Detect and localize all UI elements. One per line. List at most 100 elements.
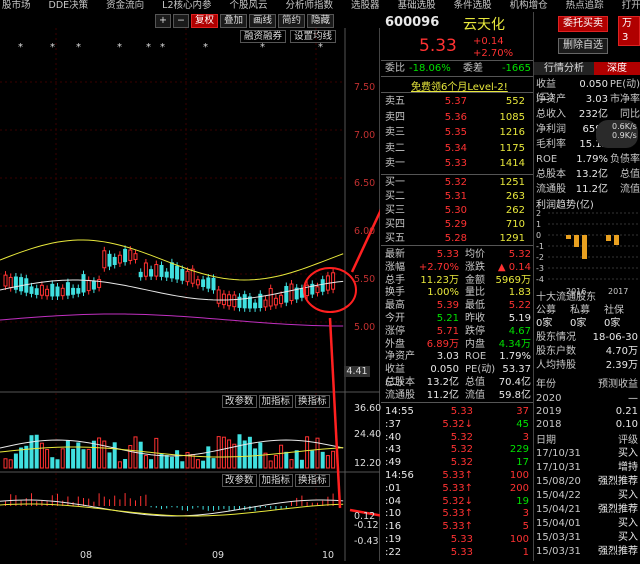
- event-marker-star: *: [318, 42, 323, 53]
- holder-stat-value: 2.39万: [605, 360, 638, 371]
- volume-bar: [143, 455, 148, 469]
- boll-mid-line: [0, 279, 344, 301]
- remove-watchlist-button[interactable]: 删除自选: [558, 38, 608, 54]
- ask-price: 5.35: [444, 127, 467, 138]
- menu-item[interactable]: 条件选股: [453, 0, 492, 11]
- candle-body: [159, 264, 164, 277]
- fundamental-key: 收益(二): [536, 79, 556, 103]
- ask-volume: 1175: [499, 142, 525, 154]
- fundamental-row: 流通股 11.2亿 流值: [536, 183, 640, 196]
- bid-price: 5.29: [444, 219, 467, 230]
- menu-item[interactable]: 热点追踪: [565, 0, 604, 11]
- macd-add-indicator-button[interactable]: 加指标: [258, 474, 294, 487]
- menu-item[interactable]: 基础选股: [397, 0, 436, 11]
- volume-bar: [221, 436, 226, 469]
- volume-add-indicator-button[interactable]: 加指标: [258, 395, 294, 408]
- volume-bar: [39, 442, 44, 469]
- tick-price: 5.33: [450, 534, 473, 545]
- rating-row: 15/04/21 强烈推荐: [536, 503, 640, 516]
- tick-volume: 17: [516, 457, 529, 469]
- bid-row: 买四 5.29 710: [385, 218, 531, 231]
- volume-bar: [123, 458, 128, 469]
- tick-time: 14:56: [385, 470, 414, 481]
- tick-price: 5.33↑: [442, 470, 473, 481]
- candle-body: [86, 279, 91, 292]
- candle-body: [24, 278, 29, 293]
- candle-body: [294, 287, 299, 300]
- menu-item[interactable]: 股市场: [2, 0, 31, 11]
- menu-item[interactable]: 机构增仓: [509, 0, 548, 11]
- holder-count: 0家: [570, 318, 587, 329]
- tab-market-analysis[interactable]: 行情分析: [534, 62, 594, 75]
- fundamental-key2: 流值: [620, 184, 640, 195]
- candle-body: [247, 296, 252, 309]
- volume-edit-params-button[interactable]: 改参数: [222, 395, 257, 408]
- menu-item[interactable]: 打开: [621, 0, 640, 11]
- menu-item[interactable]: DDE决策: [48, 0, 89, 11]
- volume-bar: [71, 448, 76, 469]
- stat-row: 总股本 13.2亿 总值 70.4亿: [385, 376, 531, 389]
- ma-settings-tab[interactable]: 设置均线: [290, 30, 337, 43]
- volume-bar: [242, 440, 247, 469]
- macd-edit-params-button[interactable]: 改参数: [222, 474, 257, 487]
- menu-item[interactable]: 资金流向: [106, 0, 145, 11]
- volume-bar: [268, 460, 273, 469]
- bid-volume: 1291: [499, 233, 525, 244]
- volume-bar: [138, 441, 143, 469]
- candle-body: [102, 250, 107, 269]
- profit-axis-label: -2: [536, 253, 544, 262]
- menu-item[interactable]: 分析师指数: [285, 0, 334, 11]
- tick-row: :04 5.32↓ 19: [385, 495, 531, 508]
- top-holders-title: 十大流通股东: [536, 292, 596, 303]
- level2-promo-link[interactable]: 免费领6个月Level-2!: [411, 82, 508, 93]
- zoom-out-button[interactable]: −: [172, 14, 189, 28]
- holder-stat-row: 股东情况 18-06-30: [536, 331, 640, 344]
- tick-row: :49 5.32 17: [385, 456, 531, 469]
- candle-body: [149, 269, 154, 277]
- volume-bar: [232, 443, 237, 469]
- tick-row: :16 5.33↑ 5: [385, 520, 531, 533]
- volume-bar: [299, 459, 304, 469]
- menu-item[interactable]: 选股器: [351, 0, 380, 11]
- price-change: +0.14: [473, 36, 504, 47]
- holder-stat-row: 人均持股 2.39万: [536, 359, 640, 372]
- volume-change-indicator-button[interactable]: 换指标: [295, 395, 330, 408]
- draw-line-button[interactable]: 画线: [248, 14, 276, 28]
- profit-bar: [582, 235, 587, 259]
- volume-bar: [8, 459, 13, 469]
- candle-body: [97, 279, 102, 288]
- rating-value: 强烈推荐: [598, 504, 638, 515]
- holder-stat-key: 股东情况: [536, 332, 576, 343]
- hide-button[interactable]: 隐藏: [307, 14, 335, 28]
- adjust-split-button[interactable]: 复权: [190, 14, 218, 28]
- forecast-value: 0.21: [615, 406, 638, 417]
- candle-body: [71, 287, 76, 295]
- tab-depth[interactable]: 深度: [594, 62, 640, 75]
- overlay-button[interactable]: 叠加: [219, 14, 247, 28]
- zoom-in-button[interactable]: +: [155, 14, 171, 28]
- tick-row: 14:55 5.33 37: [385, 405, 531, 418]
- menu-item[interactable]: L2核心内参: [162, 0, 212, 11]
- stat-value: 6.89万: [426, 338, 459, 350]
- stat-key: 总值: [465, 377, 485, 388]
- holder-type: 私募: [570, 305, 590, 316]
- macd-change-indicator-button[interactable]: 换指标: [295, 474, 330, 487]
- bid-price: 5.28: [444, 233, 467, 244]
- menu-item[interactable]: 个股风云: [229, 0, 268, 11]
- stat-row: 净资产 3.03 ROE 1.79%: [385, 350, 531, 363]
- simple-mode-button[interactable]: 简约: [277, 14, 305, 28]
- network-speed-widget: 0.6K/s 0.9K/s: [596, 120, 638, 148]
- volume-ma-line: [0, 439, 344, 457]
- rating-row: 15/04/01 买入: [536, 517, 640, 530]
- volume-bar: [24, 445, 29, 469]
- stat-value: 13.2亿: [426, 377, 459, 388]
- profit-axis-label: 0: [536, 231, 541, 240]
- volume-bar: [128, 445, 133, 469]
- volume-bar: [273, 454, 278, 469]
- order-trade-button[interactable]: 委托买卖: [558, 16, 608, 32]
- volume-bar: [180, 461, 185, 469]
- margin-trading-tab[interactable]: 融资融券: [240, 30, 287, 43]
- candle-body: [263, 299, 268, 308]
- commission-button[interactable]: 万3: [618, 16, 640, 46]
- candle-body: [91, 280, 96, 290]
